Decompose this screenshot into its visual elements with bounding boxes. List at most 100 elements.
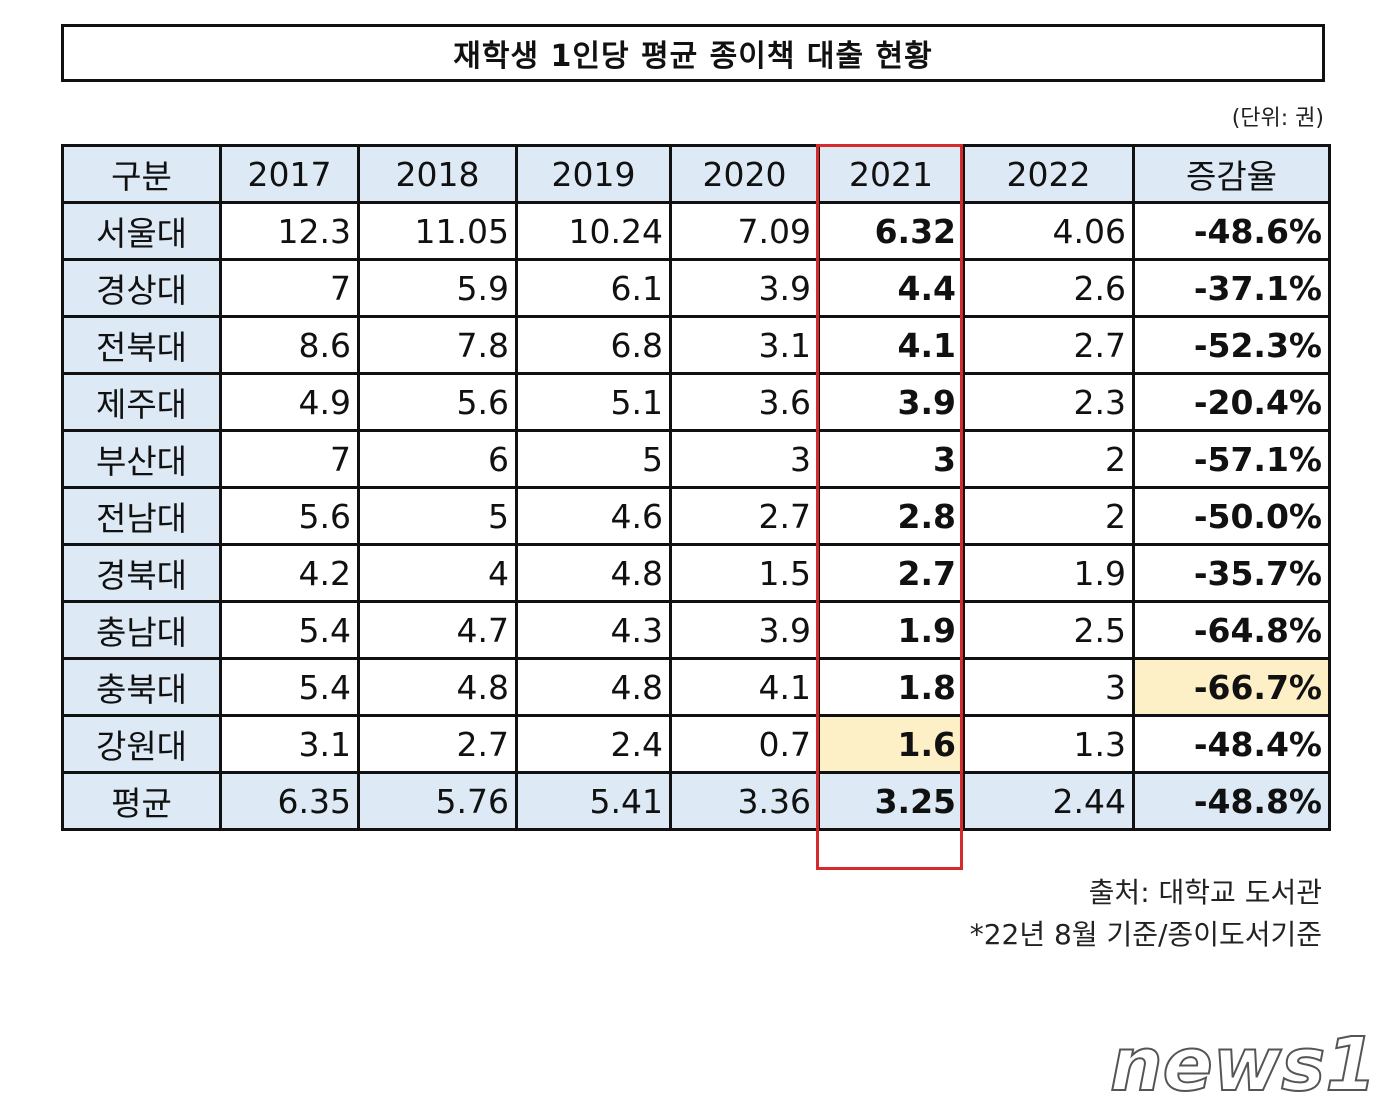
unit-label: (단위: 권) <box>1231 106 1324 131</box>
table-cell: 5.76 <box>357 771 518 831</box>
title-box: 재학생 1인당 평균 종이책 대출 현황 <box>61 24 1325 82</box>
table-cell: -66.7% <box>1132 657 1331 717</box>
table-cell: 6 <box>357 429 518 489</box>
table-cell: 2.8 <box>817 486 965 546</box>
table-cell: 5.9 <box>357 258 518 318</box>
header-2019: 2019 <box>515 144 672 204</box>
table-cell: 4.7 <box>357 600 518 660</box>
table-cell: 3.9 <box>669 600 820 660</box>
table-cell: -64.8% <box>1132 600 1331 660</box>
table-header-row: 구분 2017 2018 2019 2020 2021 2022 증감율 <box>61 144 1331 204</box>
table-cell: -20.4% <box>1132 372 1331 432</box>
table-cell: 5.6 <box>219 486 360 546</box>
row-label: 부산대 <box>61 429 222 489</box>
table-cell: 3.1 <box>669 315 820 375</box>
row-label: 강원대 <box>61 714 222 774</box>
table-cell: 2 <box>962 486 1135 546</box>
table-cell: 5 <box>357 486 518 546</box>
table-cell: 5.4 <box>219 657 360 717</box>
table-cell: 7.09 <box>669 201 820 261</box>
table-cell: 6.35 <box>219 771 360 831</box>
header-2022: 2022 <box>962 144 1135 204</box>
table-cell: 3.9 <box>669 258 820 318</box>
table-cell: 6.32 <box>817 201 965 261</box>
row-label: 서울대 <box>61 201 222 261</box>
table-cell: 3 <box>962 657 1135 717</box>
table-cell: 7 <box>219 258 360 318</box>
table-cell: 2.7 <box>669 486 820 546</box>
table-cell: 3.9 <box>817 372 965 432</box>
page-title: 재학생 1인당 평균 종이책 대출 현황 <box>453 39 933 74</box>
table-cell: 10.24 <box>515 201 672 261</box>
table-row: 경북대 4.2 4 4.8 1.5 2.7 1.9 -35.7% <box>61 543 1331 603</box>
table-cell: 2.4 <box>515 714 672 774</box>
header-2020: 2020 <box>669 144 820 204</box>
table-cell: -48.8% <box>1132 771 1331 831</box>
table-cell: -50.0% <box>1132 486 1331 546</box>
table-cell: 2.6 <box>962 258 1135 318</box>
table-cell: 3.25 <box>817 771 965 831</box>
table-cell: 3 <box>817 429 965 489</box>
row-label: 충남대 <box>61 600 222 660</box>
table-cell: 3.1 <box>219 714 360 774</box>
table-cell: -57.1% <box>1132 429 1331 489</box>
table-cell: 3.36 <box>669 771 820 831</box>
row-label: 평균 <box>61 771 222 831</box>
table-cell: 4.6 <box>515 486 672 546</box>
table-cell: -35.7% <box>1132 543 1331 603</box>
table-cell: 7.8 <box>357 315 518 375</box>
table-cell: 5.6 <box>357 372 518 432</box>
table-cell: 4.1 <box>669 657 820 717</box>
table-cell: 4.9 <box>219 372 360 432</box>
table-cell: 4.8 <box>357 657 518 717</box>
row-label: 경상대 <box>61 258 222 318</box>
table-cell: 4.8 <box>515 657 672 717</box>
table-cell: 2.7 <box>962 315 1135 375</box>
table-cell: 5.1 <box>515 372 672 432</box>
table-cell: 2.3 <box>962 372 1135 432</box>
table-cell: -52.3% <box>1132 315 1331 375</box>
table-cell: 4.06 <box>962 201 1135 261</box>
table-cell: 1.9 <box>817 600 965 660</box>
table-row: 경상대 7 5.9 6.1 3.9 4.4 2.6 -37.1% <box>61 258 1331 318</box>
table-cell: 1.3 <box>962 714 1135 774</box>
table-cell: 0.7 <box>669 714 820 774</box>
table-cell: 1.9 <box>962 543 1135 603</box>
table-row-average: 평균 6.35 5.76 5.41 3.36 3.25 2.44 -48.8% <box>61 771 1331 831</box>
header-2018: 2018 <box>357 144 518 204</box>
row-label: 전남대 <box>61 486 222 546</box>
row-label: 제주대 <box>61 372 222 432</box>
table-row: 전북대 8.6 7.8 6.8 3.1 4.1 2.7 -52.3% <box>61 315 1331 375</box>
table-cell: 3 <box>669 429 820 489</box>
table-row: 제주대 4.9 5.6 5.1 3.6 3.9 2.3 -20.4% <box>61 372 1331 432</box>
table-cell: 2.44 <box>962 771 1135 831</box>
header-category: 구분 <box>61 144 222 204</box>
svg-text:news1: news1 <box>1110 1022 1377 1108</box>
table-cell: 5 <box>515 429 672 489</box>
table-cell: 6.1 <box>515 258 672 318</box>
data-table: 구분 2017 2018 2019 2020 2021 2022 증감율 서울대… <box>61 144 1331 831</box>
table-cell: 7 <box>219 429 360 489</box>
table-cell: 2.5 <box>962 600 1135 660</box>
note-text: *22년 8월 기준/종이도서기준 <box>969 918 1322 951</box>
table-cell: -48.4% <box>1132 714 1331 774</box>
table-cell: 6.8 <box>515 315 672 375</box>
header-change-rate: 증감율 <box>1132 144 1331 204</box>
row-label: 충북대 <box>61 657 222 717</box>
table-cell: 3.6 <box>669 372 820 432</box>
table-cell: 4.2 <box>219 543 360 603</box>
table-row: 전남대 5.6 5 4.6 2.7 2.8 2 -50.0% <box>61 486 1331 546</box>
table-row: 부산대 7 6 5 3 3 2 -57.1% <box>61 429 1331 489</box>
table-cell: 11.05 <box>357 201 518 261</box>
source-notes: 출처: 대학교 도서관 *22년 8월 기준/종이도서기준 <box>970 872 1322 956</box>
news1-logo-icon: news1 <box>1110 1021 1378 1109</box>
table-row: 충북대 5.4 4.8 4.8 4.1 1.8 3 -66.7% <box>61 657 1331 717</box>
header-2017: 2017 <box>219 144 360 204</box>
table-cell: 2 <box>962 429 1135 489</box>
table-cell: -37.1% <box>1132 258 1331 318</box>
table-cell: 2.7 <box>357 714 518 774</box>
table-cell: 4.1 <box>817 315 965 375</box>
row-label: 경북대 <box>61 543 222 603</box>
table-cell: 5.4 <box>219 600 360 660</box>
table-row: 서울대 12.3 11.05 10.24 7.09 6.32 4.06 -48.6% <box>61 201 1331 261</box>
